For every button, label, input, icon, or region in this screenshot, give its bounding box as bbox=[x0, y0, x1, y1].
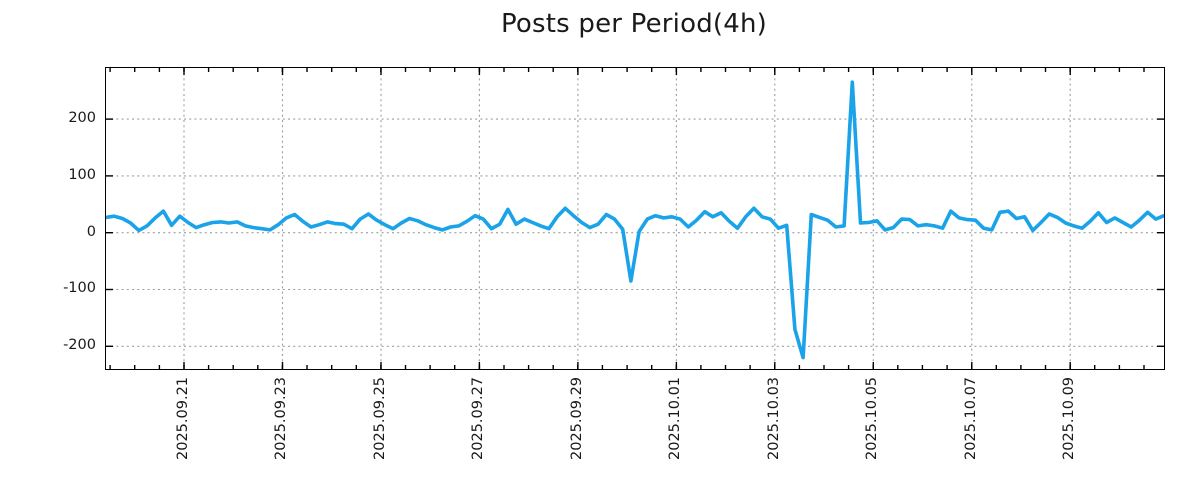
chart-title: Posts per Period(4h) bbox=[500, 9, 768, 39]
x-tick-label: 2025.09.27 bbox=[470, 377, 487, 461]
x-tick-label: 2025.09.21 bbox=[174, 377, 191, 461]
y-tick-label: -100 bbox=[63, 280, 96, 297]
y-tick-label: 0 bbox=[86, 223, 96, 240]
y-tick-label: 200 bbox=[68, 110, 96, 127]
x-tick-label: 2025.09.23 bbox=[273, 377, 290, 461]
plot-svg bbox=[106, 68, 1164, 369]
y-tick-label: -200 bbox=[63, 337, 96, 354]
y-tick-label: 100 bbox=[68, 166, 96, 183]
posts-line bbox=[106, 80, 1164, 360]
x-tick-label: 2025.10.07 bbox=[962, 377, 979, 461]
x-tick-label: 2025.09.25 bbox=[371, 377, 388, 461]
plot-area bbox=[105, 67, 1165, 370]
x-tick-label: 2025.10.03 bbox=[765, 377, 782, 461]
x-tick-label: 2025.10.09 bbox=[1061, 377, 1078, 461]
x-tick-label: 2025.09.29 bbox=[568, 377, 585, 461]
x-tick-label: 2025.10.01 bbox=[667, 377, 684, 461]
x-tick-label: 2025.10.05 bbox=[864, 377, 881, 461]
